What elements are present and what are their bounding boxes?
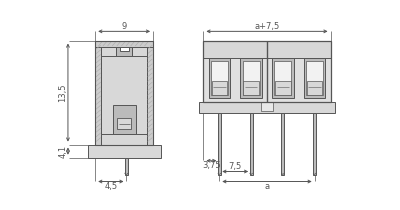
Bar	[272, 58, 294, 98]
Bar	[212, 81, 227, 95]
Text: 13,5: 13,5	[58, 83, 67, 102]
Bar	[218, 113, 221, 175]
Bar	[116, 47, 132, 56]
Bar	[102, 134, 147, 144]
Bar	[211, 61, 228, 95]
Text: 9: 9	[122, 22, 127, 31]
Bar	[102, 47, 116, 56]
Text: 4,1: 4,1	[58, 144, 67, 158]
Bar	[88, 144, 161, 158]
Bar	[199, 102, 335, 113]
Bar	[208, 58, 230, 98]
Text: 7,5: 7,5	[228, 162, 242, 171]
Bar	[313, 113, 316, 175]
Bar	[281, 113, 284, 175]
Bar	[117, 118, 131, 129]
Text: a+7,5: a+7,5	[254, 22, 280, 31]
Bar	[120, 47, 129, 51]
Text: a: a	[264, 182, 270, 191]
Bar	[124, 158, 128, 175]
Text: 3,75: 3,75	[202, 161, 221, 171]
Bar	[261, 102, 273, 112]
Bar	[306, 61, 323, 95]
Bar	[274, 61, 291, 95]
Bar	[147, 41, 153, 144]
Bar	[240, 58, 262, 98]
Bar	[95, 41, 153, 144]
Bar	[204, 58, 330, 102]
Bar	[132, 47, 147, 56]
Bar	[275, 81, 290, 95]
Bar	[307, 81, 322, 95]
Bar	[304, 58, 326, 98]
Bar	[95, 41, 153, 47]
Bar	[204, 41, 330, 58]
Bar	[102, 47, 147, 144]
Bar	[243, 61, 260, 95]
Bar	[204, 41, 330, 102]
Bar	[250, 113, 253, 175]
Text: 4,5: 4,5	[104, 182, 118, 191]
Bar	[113, 105, 136, 134]
Bar	[95, 41, 102, 144]
Bar	[244, 81, 259, 95]
